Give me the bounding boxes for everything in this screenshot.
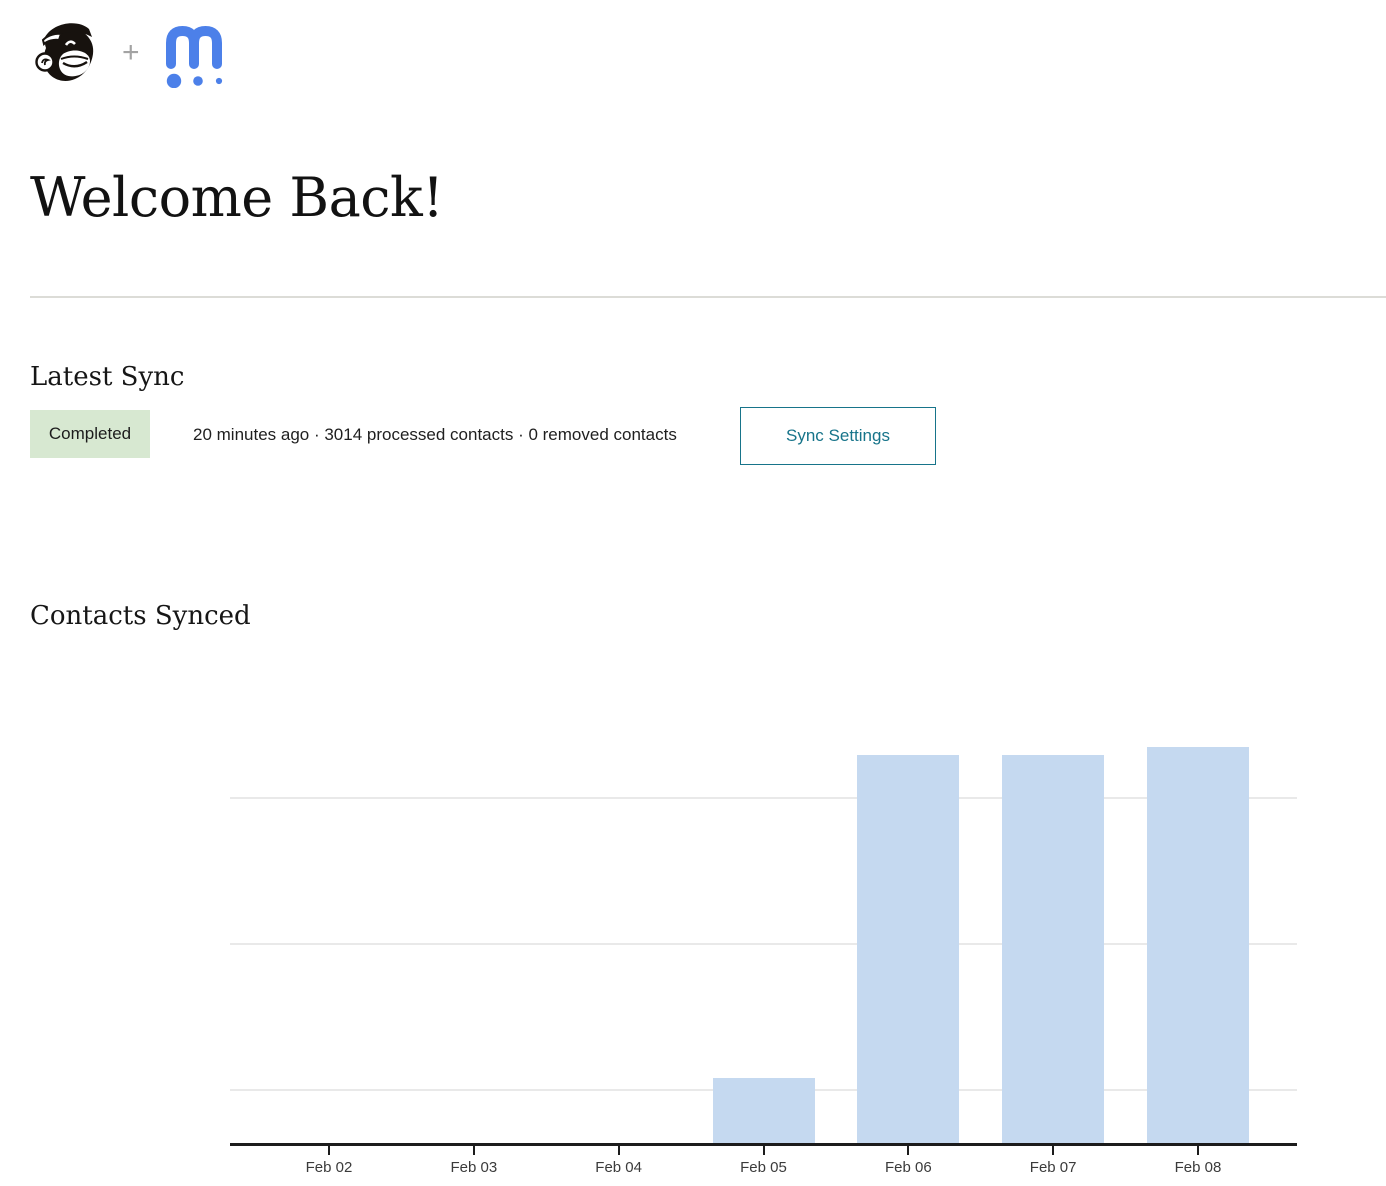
x-axis-label: Feb 04 xyxy=(595,1159,642,1176)
chart-bar-feb-06[interactable] xyxy=(857,755,960,1143)
chart-gridline xyxy=(230,943,1297,946)
mailchimp-freddie-icon xyxy=(35,23,94,81)
chart-bar-feb-05[interactable] xyxy=(712,1078,815,1143)
sync-settings-button[interactable]: Sync Settings xyxy=(740,407,936,465)
mailchimp-logo xyxy=(30,18,100,92)
x-axis-label: Feb 07 xyxy=(1029,1159,1077,1176)
chart-gridline xyxy=(230,797,1297,800)
x-axis-label: Feb 05 xyxy=(740,1159,787,1176)
chart-bar-feb-07[interactable] xyxy=(1002,754,1105,1143)
x-axis-label: Feb 08 xyxy=(1174,1159,1222,1176)
x-axis-label: Feb 06 xyxy=(884,1159,932,1176)
m-app-logo xyxy=(162,22,226,89)
header-logos: + xyxy=(30,16,226,94)
chart-x-tick xyxy=(472,1146,475,1155)
m-app-icon xyxy=(165,26,222,89)
x-axis-label: Feb 02 xyxy=(305,1159,353,1176)
chart-bar-feb-08[interactable] xyxy=(1147,747,1249,1143)
plus-sign: + xyxy=(122,36,140,69)
chart-x-tick xyxy=(907,1146,910,1155)
chart-x-tick xyxy=(1197,1146,1199,1155)
chart-x-tick xyxy=(762,1146,765,1155)
contacts-synced-heading: Contacts Synced xyxy=(30,601,251,631)
chart-plot-area xyxy=(230,700,1297,1146)
chart-x-tick xyxy=(1052,1146,1055,1155)
chart-x-tick xyxy=(617,1146,620,1155)
divider xyxy=(30,296,1386,298)
x-axis-label: Feb 03 xyxy=(450,1159,498,1176)
page-title: Welcome Back! xyxy=(30,166,444,229)
chart-x-tick xyxy=(328,1146,330,1155)
sync-status-badge: Completed xyxy=(30,410,150,458)
contacts-synced-chart: Feb 02 Feb 03 Feb 04 Feb 05 Feb 06 Feb 07 Feb … xyxy=(230,700,1297,1186)
sync-summary-text: 20 minutes ago · 3014 processed contacts… xyxy=(193,425,677,444)
latest-sync-heading: Latest Sync xyxy=(30,362,185,392)
